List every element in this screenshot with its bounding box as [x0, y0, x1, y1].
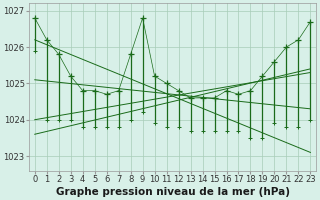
- X-axis label: Graphe pression niveau de la mer (hPa): Graphe pression niveau de la mer (hPa): [56, 187, 290, 197]
